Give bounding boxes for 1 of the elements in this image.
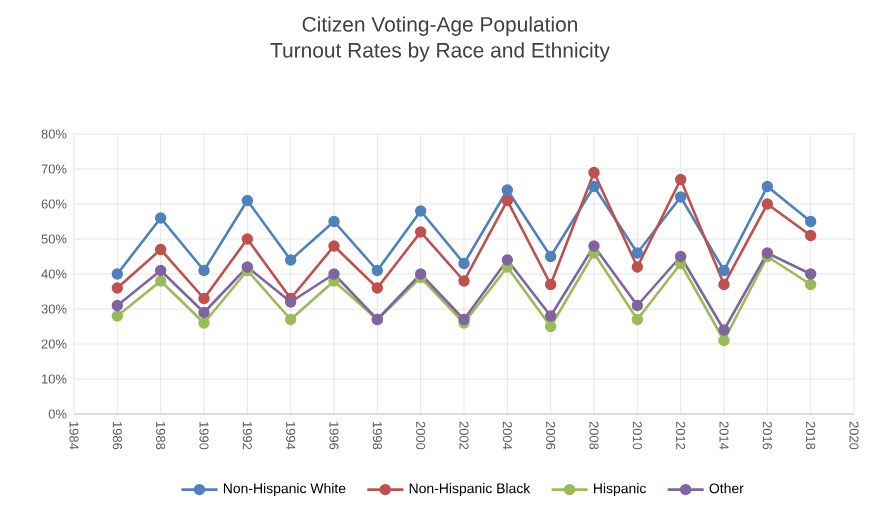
chart-title: Citizen Voting-Age Population Turnout Rates by Race and Ethnicity: [270, 16, 610, 62]
